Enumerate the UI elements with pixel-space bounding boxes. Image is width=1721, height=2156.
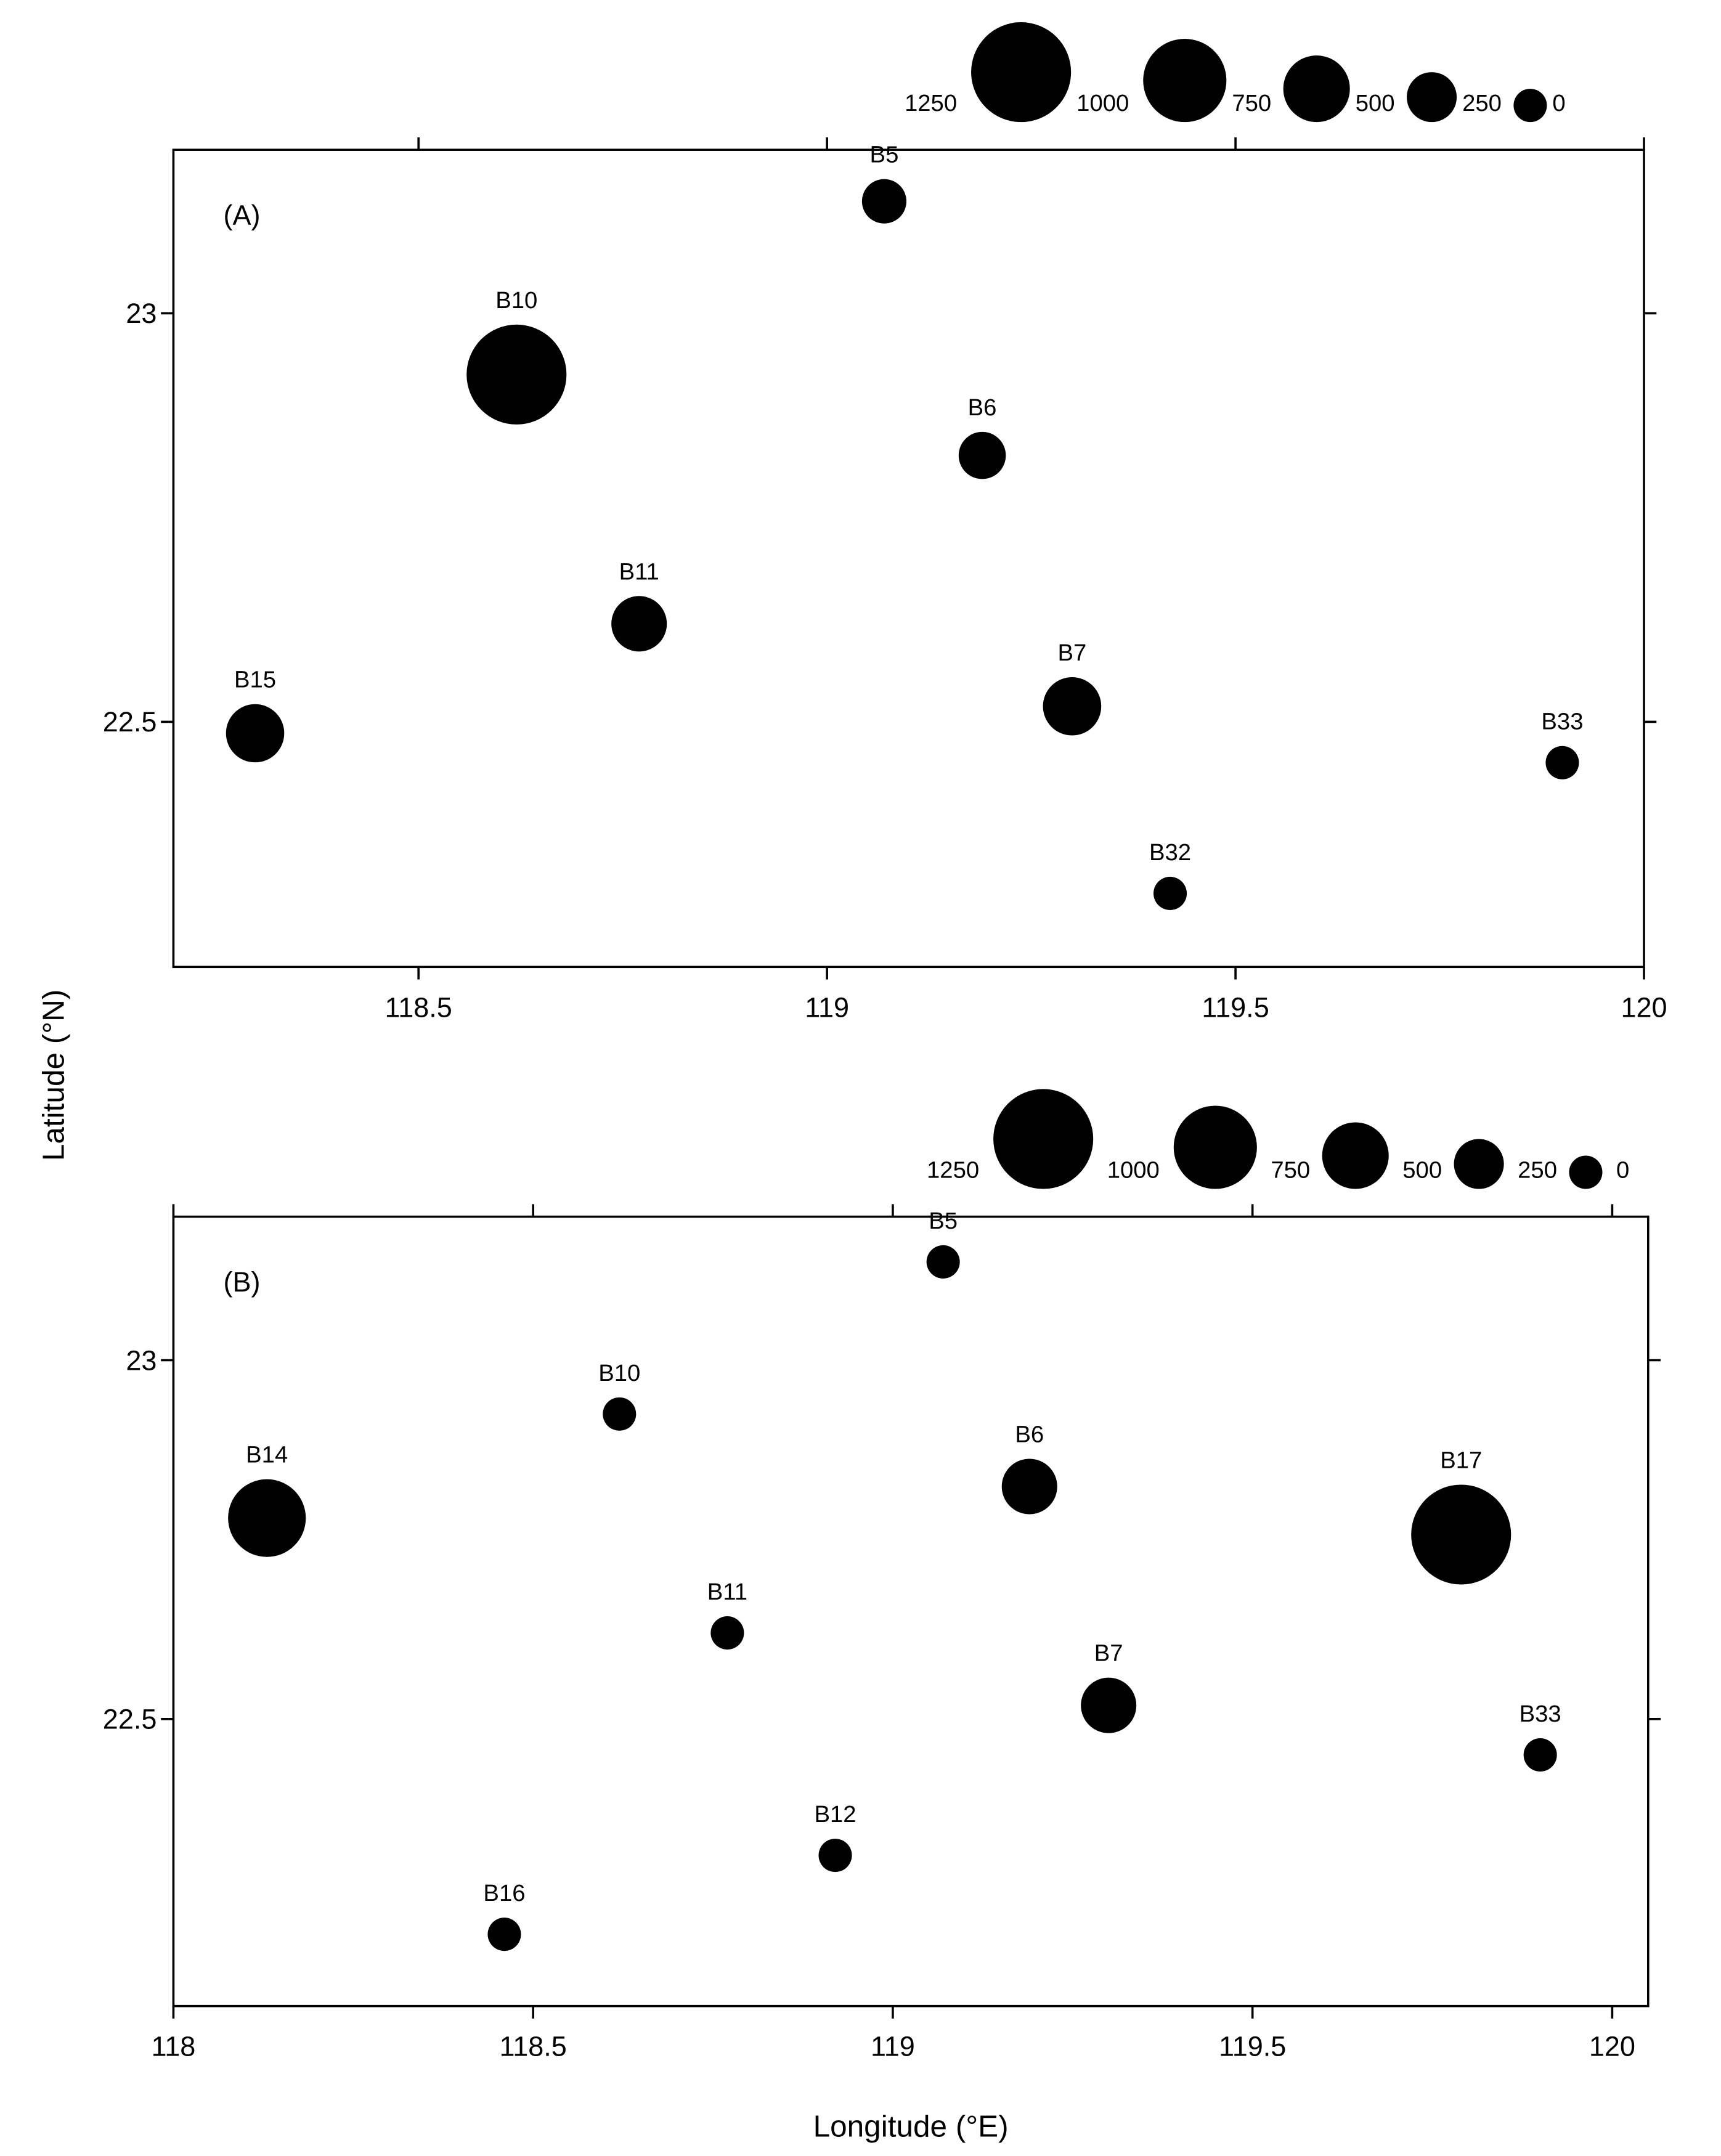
x-tick-label: 119.5: [1202, 991, 1269, 1023]
y-tick-label: 23: [126, 298, 157, 329]
x-tick-label: 119: [871, 2031, 915, 2062]
x-tick-label: 120: [1621, 991, 1667, 1023]
size-legend-bubble: [1283, 55, 1350, 123]
x-tick-label: 118: [152, 2031, 196, 2062]
size-legend-bubble: [1454, 1139, 1504, 1189]
x-axis-label: Longitude (°E): [813, 2109, 1009, 2143]
size-legend-label: 1000: [1076, 90, 1129, 116]
point-label: B10: [598, 1360, 640, 1386]
bubble: [466, 324, 567, 425]
size-legend-label: 1250: [927, 1157, 979, 1184]
x-tick-label: 118.5: [385, 991, 452, 1023]
point-label: B17: [1440, 1447, 1482, 1473]
bubble: [487, 1918, 521, 1951]
panel-label: (A): [223, 200, 260, 231]
x-tick-label: 120: [1589, 2031, 1635, 2062]
y-axis-label: Latitude (°N): [37, 990, 71, 1161]
point-label: B32: [1149, 839, 1191, 866]
plot-frame: [172, 148, 1645, 969]
bubble: [611, 596, 667, 652]
size-legend-label: 250: [1462, 90, 1502, 116]
bubble: [1043, 677, 1102, 736]
point-label: B33: [1520, 1701, 1561, 1727]
x-tick-label: 119.5: [1219, 2031, 1286, 2062]
size-legend-bubble: [1322, 1122, 1389, 1189]
bubble: [1153, 876, 1187, 910]
bubble: [710, 1616, 744, 1650]
point-label: B15: [234, 667, 276, 693]
size-legend-label: 250: [1518, 1157, 1557, 1184]
point-label: B14: [246, 1442, 288, 1468]
bubble: [1001, 1458, 1057, 1515]
bubble: [228, 1479, 306, 1557]
y-tick-label: 22.5: [103, 706, 157, 738]
point-label: B7: [1058, 640, 1087, 666]
size-legend-label: 500: [1356, 90, 1395, 116]
size-legend-label: 1000: [1107, 1157, 1160, 1184]
point-label: B7: [1094, 1640, 1123, 1667]
bubble: [958, 431, 1006, 479]
bubble: [1545, 746, 1579, 779]
bubble: [818, 1839, 852, 1873]
point-label: B6: [968, 394, 997, 421]
point-label: B5: [870, 142, 899, 168]
point-label: B10: [495, 287, 537, 314]
figure-body: Latitude (°N) 118.5 119 119.5 120 22.5 23 (A) B…: [37, 22, 1667, 2143]
point-label: B33: [1541, 709, 1583, 735]
size-legend-label: 0: [1552, 90, 1565, 116]
point-label: B16: [483, 1880, 525, 1906]
size-legend-bubble: [1143, 39, 1227, 123]
size-legend-label: 1250: [905, 90, 957, 116]
point-label: B12: [814, 1801, 856, 1828]
y-tick-label: 22.5: [103, 1704, 157, 1735]
size-legend-bubble: [993, 1089, 1094, 1189]
size-legend-label: 750: [1232, 90, 1271, 116]
bubble: [1523, 1738, 1557, 1772]
y-tick-label: 23: [126, 1344, 157, 1376]
bubble: [1081, 1677, 1137, 1733]
point-label: B11: [619, 558, 659, 585]
bubble: [861, 179, 906, 224]
size-legend-label: 500: [1402, 1157, 1442, 1184]
size-legend-label: 750: [1271, 1157, 1310, 1184]
size-legend-bubble: [1173, 1105, 1257, 1189]
point-label: B5: [929, 1208, 958, 1234]
x-tick-label: 118.5: [500, 2031, 567, 2062]
plot-frame: [172, 1215, 1650, 2008]
bubble: [926, 1245, 960, 1279]
point-label: B11: [707, 1579, 747, 1605]
size-legend-label: 0: [1616, 1157, 1629, 1184]
size-legend-bubble: [971, 22, 1072, 123]
point-label: B6: [1015, 1421, 1044, 1447]
panel-label: (B): [223, 1266, 260, 1298]
size-legend-bubble: [1569, 1155, 1603, 1189]
size-legend-bubble: [1407, 72, 1457, 123]
x-tick-label: 119: [805, 991, 849, 1023]
size-legend-bubble: [1513, 89, 1547, 123]
bubble: [603, 1397, 637, 1431]
bubble: [1411, 1484, 1511, 1585]
bubble: [226, 704, 285, 763]
